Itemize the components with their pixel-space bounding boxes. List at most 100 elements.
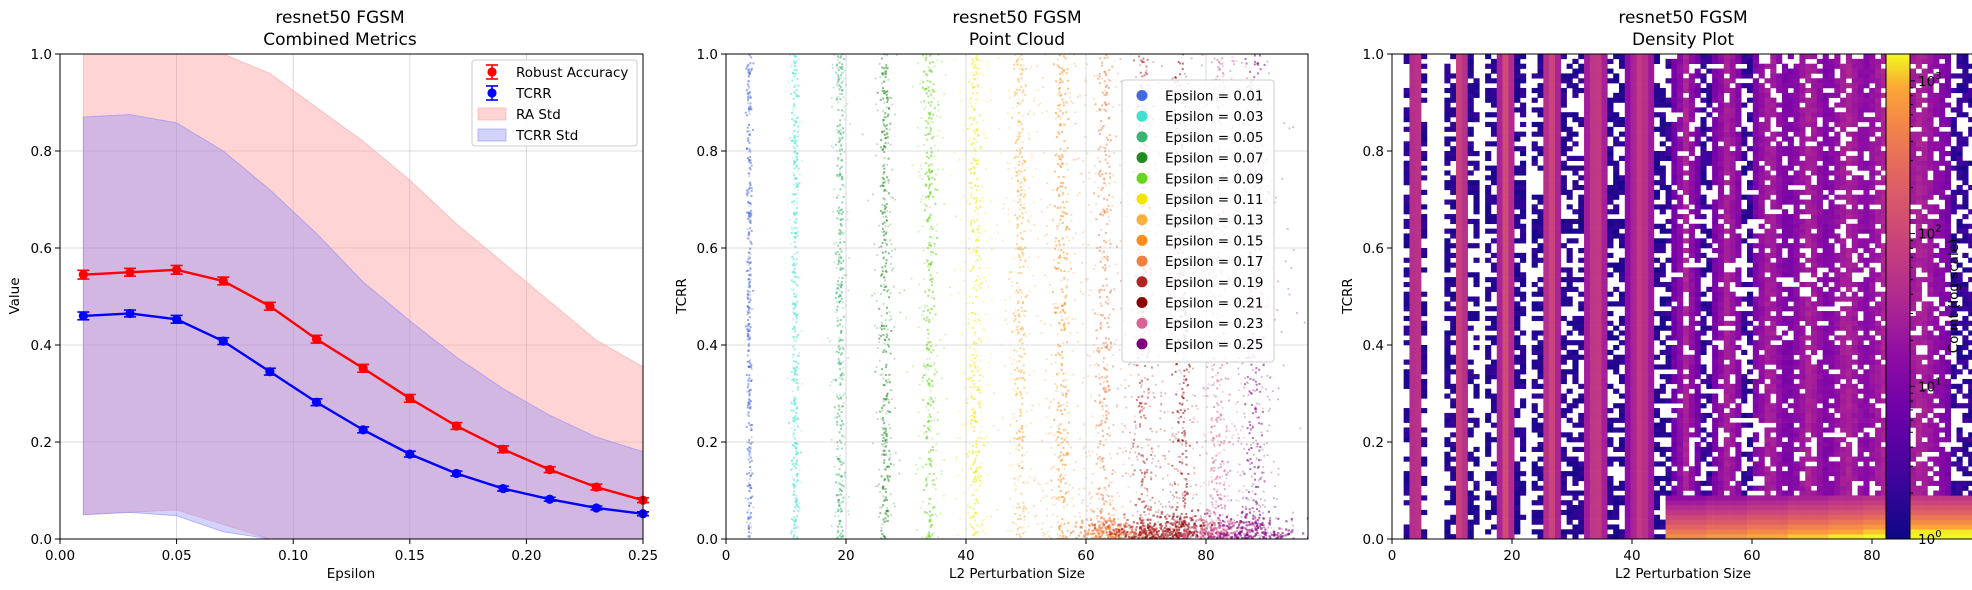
p2-point [840, 138, 843, 141]
p2-point [1031, 156, 1033, 159]
p1-legend-label: TCRR Std [515, 128, 578, 144]
p2-point [1112, 354, 1115, 356]
p2-point [1139, 409, 1142, 412]
p2-point [940, 472, 943, 475]
p2-point [1027, 113, 1030, 116]
p2-point [983, 518, 986, 521]
p2-point [748, 391, 751, 394]
p2-point [1140, 386, 1142, 388]
p2-point [840, 346, 843, 349]
p2-point [940, 377, 943, 380]
p2-point [984, 532, 987, 535]
p2-point [749, 268, 752, 271]
p2-point [1103, 397, 1106, 400]
p2-point [872, 193, 875, 196]
p2-point [797, 505, 800, 508]
p2-point [929, 274, 932, 277]
p2-point [1117, 517, 1119, 520]
p2-point [973, 357, 976, 360]
p2-point [934, 202, 937, 205]
p2-point [980, 385, 982, 388]
p2-point [1042, 532, 1045, 534]
p2-point [885, 116, 887, 119]
p2-point [1102, 124, 1105, 127]
p2-point [1153, 524, 1156, 527]
p2-point [1127, 385, 1130, 387]
p2-point [1107, 412, 1110, 415]
p2-point [886, 410, 889, 412]
p2-point [1118, 533, 1121, 537]
p2-point [1099, 536, 1102, 539]
p2-point [839, 382, 842, 385]
p2-point [1020, 222, 1023, 225]
p2-point [1023, 353, 1026, 356]
p2-point [837, 530, 840, 533]
p1-xtick-label: 0.00 [45, 548, 75, 564]
p2-point [1015, 523, 1017, 526]
p2-point [885, 219, 888, 222]
point-cloud-panel: resnet50 FGSM Point Cloud 0 20 40 60 80 0.00… [674, 8, 1309, 582]
p2-point [1017, 430, 1020, 433]
p2-point [749, 475, 752, 478]
p2-point [1140, 480, 1143, 483]
p2-point [1054, 154, 1057, 157]
p2-point [747, 64, 750, 67]
p2-point [1024, 93, 1027, 96]
p2-point [1143, 74, 1146, 77]
p2-point [1108, 79, 1111, 82]
p2-point [1109, 246, 1111, 249]
p2-point [749, 325, 752, 328]
p2-point [929, 111, 932, 114]
p2-point [925, 347, 928, 350]
p2-point [1017, 58, 1020, 61]
p2-point [1110, 521, 1113, 524]
p2-point [796, 442, 799, 445]
p2-point [1183, 369, 1186, 372]
p2-point [1033, 515, 1036, 518]
p2-point [885, 70, 888, 73]
p2-point [1058, 66, 1061, 69]
p2-point [748, 441, 751, 444]
p2-cluster-2 [826, 54, 852, 539]
p2-point [880, 321, 883, 324]
p2-point [1065, 228, 1068, 231]
p2-point [796, 200, 799, 203]
p2-point [1147, 392, 1150, 395]
p2-point [1061, 304, 1064, 307]
p2-point [982, 529, 984, 532]
p2-point [970, 494, 973, 497]
p2-point [1017, 312, 1020, 315]
p2-point [982, 73, 985, 76]
p2-point [838, 84, 841, 87]
p2-point [979, 146, 982, 149]
p2-point [967, 512, 969, 514]
p2-point [1018, 169, 1021, 172]
p2-point [934, 397, 937, 399]
p2-point [1081, 322, 1084, 325]
p2-point [878, 334, 881, 337]
p2-point [929, 517, 932, 519]
p2-point [838, 66, 841, 69]
p2-point [1088, 177, 1091, 180]
p2-point [1129, 361, 1132, 364]
p2-point [977, 400, 979, 403]
p2-point [1171, 411, 1174, 414]
p1-ylabel: Value [7, 277, 23, 314]
p2-point [922, 80, 925, 83]
p2-point [1054, 354, 1057, 357]
p2-point [978, 391, 981, 394]
p2-point [1013, 437, 1016, 440]
p2-point [880, 537, 883, 539]
p2-point [1070, 219, 1073, 222]
p2-point [1076, 158, 1079, 161]
p2-point [794, 519, 797, 522]
p2-point [927, 513, 930, 516]
p2-point [746, 354, 749, 357]
p2-point [1063, 140, 1066, 143]
p2-point [1062, 537, 1065, 539]
p2-point [929, 93, 932, 96]
p2-point [973, 397, 976, 400]
p2-point [1060, 437, 1063, 440]
p2-point [971, 63, 974, 66]
p1-data-point [265, 301, 275, 311]
